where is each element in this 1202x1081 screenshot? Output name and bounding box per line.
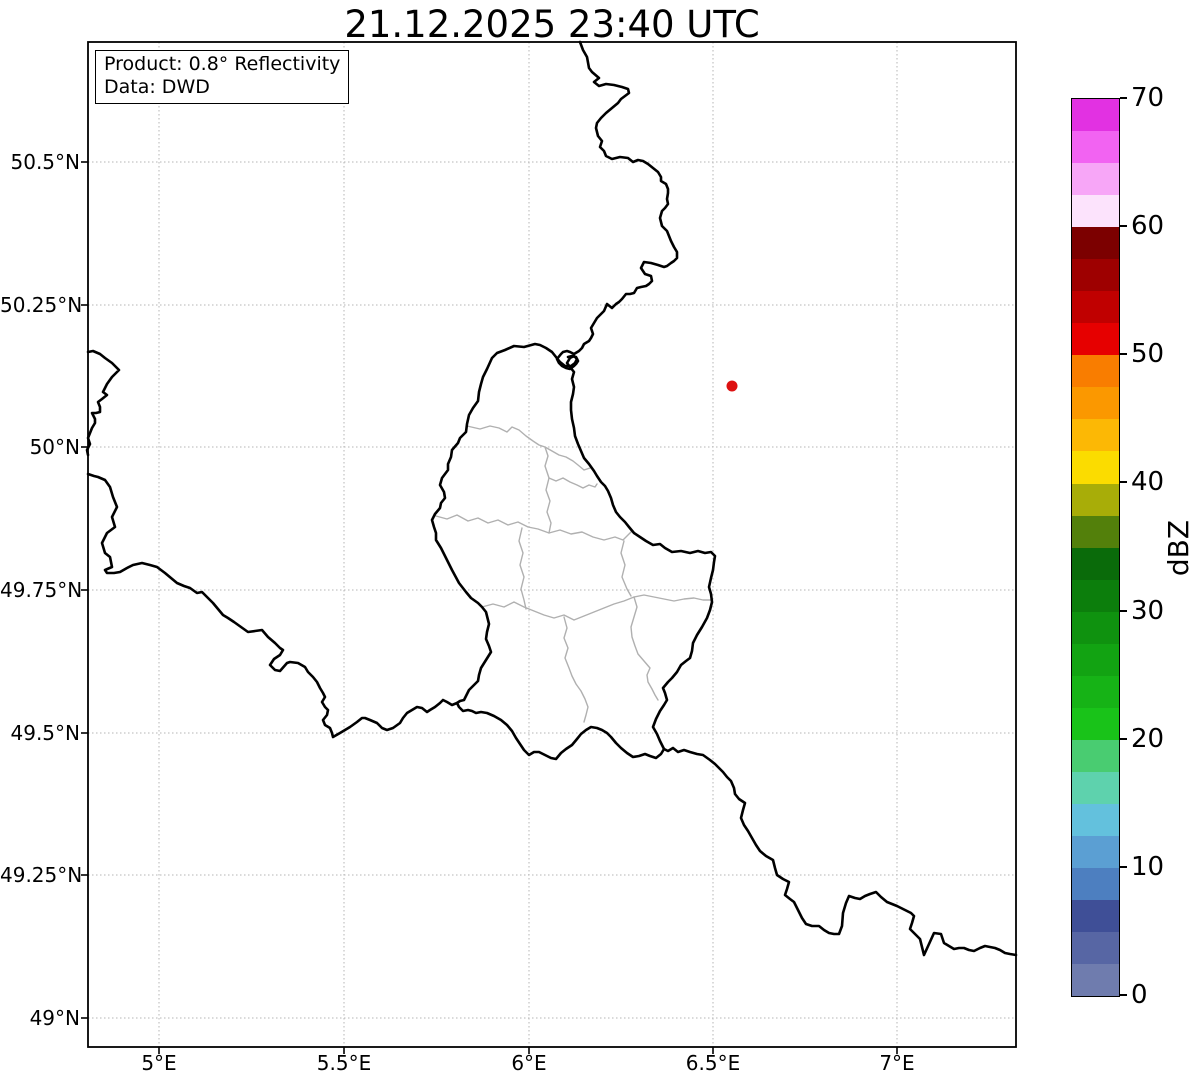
y-axis-tick-label: 49.25°N	[0, 863, 83, 887]
colorbar-segment	[1072, 963, 1119, 996]
x-axis-tick-label: 5.5°E	[316, 1051, 372, 1075]
colorbar-gradient	[1071, 98, 1120, 997]
colorbar-segment	[1072, 835, 1119, 868]
border-france-germany	[662, 746, 1018, 957]
colorbar-segment	[1072, 931, 1119, 964]
border-luxembourg	[430, 342, 717, 761]
colorbar-tick-label: 20	[1131, 724, 1165, 754]
colorbar-tick-mark	[1120, 610, 1127, 612]
colorbar-segment	[1072, 99, 1119, 132]
colorbar-tick-mark	[1120, 97, 1127, 99]
colorbar-tick-label: 30	[1131, 596, 1165, 626]
data-source-line: Data: DWD	[104, 76, 210, 98]
y-axis-tick-label: 50.5°N	[10, 150, 81, 174]
colorbar-segment	[1072, 547, 1119, 580]
colorbar-tick-label: 0	[1131, 980, 1148, 1010]
x-axis-tick-label: 6.5°E	[685, 1051, 741, 1075]
colorbar-tick-mark	[1120, 994, 1127, 996]
colorbar-segment	[1072, 259, 1119, 292]
colorbar-segment	[1072, 611, 1119, 644]
y-axis-tick-label: 50.25°N	[0, 293, 83, 317]
border-belgium-germany	[555, 40, 679, 371]
colorbar-segment	[1072, 227, 1119, 260]
colorbar-segment	[1072, 803, 1119, 836]
colorbar-segment	[1072, 515, 1119, 548]
colorbar-segment	[1072, 163, 1119, 196]
colorbar-segment	[1072, 899, 1119, 932]
colorbar-tick-mark	[1120, 866, 1127, 868]
colorbar-segment	[1072, 131, 1119, 164]
x-axis-tick-label: 7°E	[879, 1051, 915, 1075]
axis-tick-marks	[81, 161, 898, 1054]
y-axis-tick-label: 49.75°N	[0, 578, 83, 602]
colorbar-tick-mark	[1120, 225, 1127, 227]
border-france-belgium	[86, 472, 459, 739]
colorbar-segment	[1072, 771, 1119, 804]
colorbar-segment	[1072, 867, 1119, 900]
colorbar-segment	[1072, 675, 1119, 708]
colorbar-segment	[1072, 291, 1119, 324]
graticule-gridlines	[88, 42, 1016, 1047]
product-info-box: Product: 0.8° Reflectivity Data: DWD	[95, 50, 350, 104]
colorbar-tick-label: 70	[1131, 83, 1165, 113]
colorbar-segment	[1072, 707, 1119, 740]
colorbar-segment	[1072, 739, 1119, 772]
colorbar-tick-label: 60	[1131, 211, 1165, 241]
colorbar-tick-label: 40	[1131, 467, 1165, 497]
y-axis-tick-label: 49.5°N	[10, 721, 81, 745]
border-france-belgium-givet	[85, 349, 121, 457]
colorbar-tick-label: 10	[1131, 852, 1165, 882]
colorbar-segment	[1072, 451, 1119, 484]
canton-border-lines	[435, 425, 712, 723]
colorbar-tick-mark	[1120, 738, 1127, 740]
colorbar-tick-mark	[1120, 353, 1127, 355]
x-axis-tick-label: 5°E	[141, 1051, 177, 1075]
colorbar-tick-label: 50	[1131, 339, 1165, 369]
y-axis-tick-label: 49°N	[29, 1006, 80, 1030]
figure-title: 21.12.2025 23:40 UTC	[344, 3, 760, 46]
colorbar-segment	[1072, 323, 1119, 356]
colorbar-segment	[1072, 419, 1119, 452]
x-axis-tick-label: 6°E	[511, 1051, 547, 1075]
colorbar-segment	[1072, 483, 1119, 516]
y-axis-tick-label: 50°N	[29, 435, 80, 459]
product-info-line: Product: 0.8° Reflectivity	[104, 53, 341, 75]
colorbar-segment	[1072, 195, 1119, 228]
country-border-lines	[85, 40, 1018, 957]
colorbar-axis-label: dBZ	[1161, 519, 1195, 577]
colorbar-tick-mark	[1120, 481, 1127, 483]
plot-frame	[87, 41, 1017, 1048]
colorbar-segment	[1072, 387, 1119, 420]
colorbar-segment	[1072, 579, 1119, 612]
colorbar-segment	[1072, 355, 1119, 388]
colorbar-segment	[1072, 643, 1119, 676]
radar-site-marker-dot	[726, 380, 738, 392]
